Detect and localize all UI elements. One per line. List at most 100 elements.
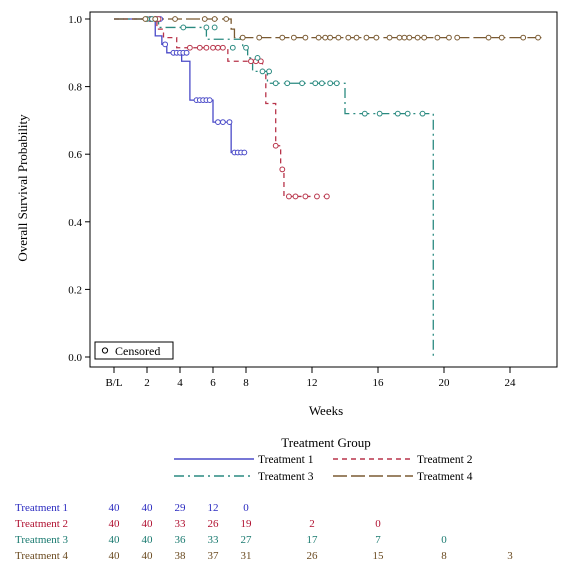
risk-count: 27 bbox=[241, 534, 253, 546]
censor-marker-treatment-4 bbox=[315, 34, 322, 41]
risk-count: 0 bbox=[441, 534, 447, 546]
censor-marker-treatment-2 bbox=[248, 58, 254, 65]
risk-row-label: Treatment 2 bbox=[15, 518, 68, 530]
y-tick-label: 0.0 bbox=[68, 352, 82, 364]
censor-marker-treatment-4 bbox=[211, 16, 218, 22]
censor-marker-treatment-1 bbox=[206, 97, 213, 104]
risk-row-label: Treatment 4 bbox=[15, 550, 69, 562]
censor-marker-treatment-3 bbox=[254, 54, 261, 61]
y-tick-label: 0.2 bbox=[68, 284, 82, 296]
censor-marker-treatment-3 bbox=[299, 80, 306, 87]
censor-marker-treatment-4 bbox=[223, 16, 230, 22]
risk-count: 2 bbox=[309, 518, 315, 530]
legend-label-treatment-1: Treatment 1 bbox=[258, 454, 314, 466]
x-tick-label: 6 bbox=[210, 377, 216, 389]
risk-count: 40 bbox=[142, 550, 154, 562]
censor-marker-treatment-4 bbox=[172, 16, 178, 22]
censor-marker-treatment-3 bbox=[327, 80, 334, 87]
risk-count: 26 bbox=[208, 518, 220, 530]
censor-marker-treatment-2 bbox=[314, 193, 320, 200]
y-tick-label: 1.0 bbox=[68, 14, 82, 26]
censor-marker-treatment-4 bbox=[373, 34, 380, 41]
censor-marker-treatment-4 bbox=[142, 16, 149, 22]
censor-marker-treatment-2 bbox=[279, 166, 286, 173]
risk-count: 40 bbox=[109, 502, 121, 514]
censor-marker-treatment-4 bbox=[485, 34, 492, 41]
censor-marker-treatment-3 bbox=[259, 68, 266, 75]
legend-label-treatment-3: Treatment 3 bbox=[258, 471, 314, 483]
x-tick-label: 4 bbox=[177, 377, 183, 389]
legend-title: Treatment Group bbox=[281, 435, 370, 450]
risk-table: Treatment 1 40 40 29 12 0 Treatment 2 40 40 33 26 1… bbox=[15, 502, 513, 562]
censor-marker-treatment-2 bbox=[220, 44, 226, 51]
censor-marker-treatment-4 bbox=[302, 34, 309, 41]
risk-count: 0 bbox=[375, 518, 381, 530]
censor-marker-treatment-1 bbox=[220, 119, 226, 125]
risk-count: 38 bbox=[175, 550, 187, 562]
censor-marker-treatment-4 bbox=[421, 34, 428, 41]
censor-marker-treatment-2 bbox=[196, 44, 203, 51]
censor-marker-treatment-4 bbox=[414, 34, 421, 41]
risk-count: 40 bbox=[142, 518, 154, 530]
plot-frame bbox=[89, 11, 558, 368]
risk-count: 26 bbox=[307, 550, 319, 562]
censor-marker-treatment-4 bbox=[345, 34, 352, 41]
censor-marker-treatment-3 bbox=[243, 44, 249, 51]
censor-marker-treatment-4 bbox=[446, 34, 452, 41]
censor-marker-treatment-4 bbox=[406, 34, 413, 41]
censor-marker-treatment-2 bbox=[302, 193, 309, 200]
censor-marker-treatment-3 bbox=[211, 24, 218, 31]
censor-marker-treatment-3 bbox=[376, 110, 383, 117]
censor-marker-treatment-3 bbox=[319, 80, 325, 87]
censor-marker-treatment-4 bbox=[498, 34, 505, 41]
x-tick-label: 16 bbox=[373, 377, 385, 389]
risk-count: 8 bbox=[441, 550, 447, 562]
censor-marker-treatment-4 bbox=[201, 16, 208, 22]
censored-legend: Censored bbox=[94, 341, 174, 360]
risk-count: 40 bbox=[109, 518, 121, 530]
censor-marker-treatment-2 bbox=[286, 193, 292, 200]
censor-marker-treatment-2 bbox=[272, 142, 279, 149]
censor-marker-treatment-4 bbox=[434, 34, 441, 41]
censor-marker-treatment-4 bbox=[279, 34, 286, 41]
y-tick-label: 0.4 bbox=[68, 217, 82, 229]
risk-count: 15 bbox=[373, 550, 385, 562]
x-tick-label: 8 bbox=[243, 377, 249, 389]
censor-marker-treatment-4 bbox=[363, 34, 370, 41]
risk-count: 19 bbox=[241, 518, 253, 530]
censor-marker-treatment-4 bbox=[152, 16, 159, 22]
risk-count: 40 bbox=[142, 502, 154, 514]
censor-marker-treatment-2 bbox=[323, 193, 330, 200]
censor-marker-treatment-4 bbox=[520, 34, 527, 41]
legend-label-treatment-4: Treatment 4 bbox=[417, 471, 473, 483]
plot-area: 0.00.20.40.60.81.0B/L 2 4 6 8 12 16 20 24 bbox=[68, 11, 558, 389]
survival-curve-treatment-3 bbox=[114, 18, 435, 358]
censor-marker-treatment-2 bbox=[257, 58, 264, 65]
censor-marker-treatment-4 bbox=[327, 34, 334, 41]
x-tick-label: 24 bbox=[505, 377, 517, 389]
censor-marker-treatment-3 bbox=[333, 80, 340, 87]
survival-curve-treatment-1 bbox=[114, 18, 245, 154]
censor-marker-treatment-4 bbox=[535, 34, 541, 41]
risk-count: 29 bbox=[175, 502, 187, 514]
censor-marker-treatment-2 bbox=[215, 44, 221, 51]
censor-marker-treatment-4 bbox=[239, 34, 246, 41]
risk-count: 31 bbox=[241, 550, 252, 562]
risk-count: 33 bbox=[208, 534, 220, 546]
censor-marker-treatment-4 bbox=[353, 34, 360, 41]
risk-row-label: Treatment 3 bbox=[15, 534, 69, 546]
censor-marker-treatment-2 bbox=[187, 44, 193, 51]
y-axis-title: Overall Survival Probability bbox=[15, 114, 30, 262]
y-tick-label: 0.6 bbox=[68, 149, 82, 161]
y-tick-label: 0.8 bbox=[68, 82, 82, 94]
censor-marker-treatment-3 bbox=[203, 24, 210, 31]
censor-marker-treatment-4 bbox=[401, 34, 408, 41]
censor-marker-treatment-3 bbox=[312, 80, 319, 87]
x-tick-label: 12 bbox=[307, 377, 318, 389]
risk-count: 40 bbox=[142, 534, 154, 546]
risk-count: 3 bbox=[507, 550, 513, 562]
risk-count: 40 bbox=[109, 534, 121, 546]
censor-marker-treatment-1 bbox=[162, 41, 169, 48]
censor-marker-treatment-3 bbox=[272, 80, 279, 87]
